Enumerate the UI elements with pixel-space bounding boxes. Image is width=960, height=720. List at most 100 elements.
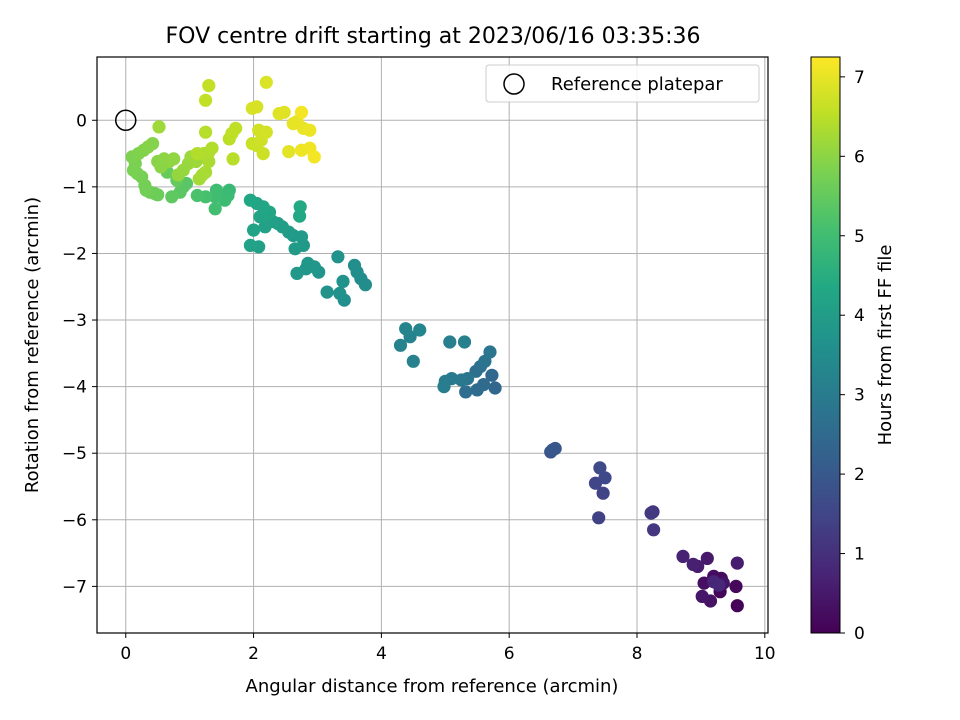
data-point xyxy=(190,147,204,161)
data-point xyxy=(347,258,362,272)
data-point xyxy=(277,105,291,119)
data-point xyxy=(730,599,744,613)
data-point xyxy=(336,274,350,288)
data-point xyxy=(256,147,270,161)
legend-entry-label: Reference platepar xyxy=(551,74,723,95)
data-point xyxy=(243,238,257,252)
data-point xyxy=(593,461,607,475)
colorbar-tick-label: 2 xyxy=(854,465,865,485)
data-point xyxy=(729,579,743,594)
y-axis: 0 −1 −2 −3 −4 −5 −6 −7 xyxy=(62,111,97,597)
data-point xyxy=(700,551,714,566)
data-point xyxy=(209,183,224,197)
x-axis: 0 2 4 6 8 10 xyxy=(120,633,776,664)
y-tick-label: −2 xyxy=(62,244,87,264)
x-axis-label: Angular distance from reference (arcmin) xyxy=(246,676,619,697)
y-tick-label: −7 xyxy=(62,577,87,597)
data-point xyxy=(152,120,166,134)
x-tick-label: 6 xyxy=(504,644,515,664)
colorbar-label: Hours from first FF file xyxy=(875,245,896,446)
data-point xyxy=(712,578,726,592)
data-point xyxy=(644,506,658,520)
y-tick-label: −6 xyxy=(62,511,87,531)
data-point xyxy=(459,385,473,399)
data-point xyxy=(259,125,273,139)
data-point xyxy=(457,335,472,349)
data-point xyxy=(293,200,307,214)
data-point xyxy=(307,150,321,164)
data-point xyxy=(596,486,610,500)
data-point xyxy=(592,511,606,525)
data-point xyxy=(229,121,243,135)
data-point xyxy=(199,125,213,139)
data-point xyxy=(443,335,457,349)
data-point xyxy=(202,79,216,93)
colorbar-tick-label: 4 xyxy=(854,306,865,326)
data-point xyxy=(258,220,272,234)
data-point xyxy=(199,165,213,179)
data-point xyxy=(199,93,213,107)
data-point xyxy=(333,286,347,300)
colorbar-tick-label: 0 xyxy=(854,624,865,644)
data-point xyxy=(303,123,317,137)
data-point xyxy=(730,556,744,570)
data-point xyxy=(190,188,204,203)
colorbar-tick-label: 1 xyxy=(854,545,865,565)
y-tick-label: −5 xyxy=(62,444,87,464)
chart-title: FOV centre drift starting at 2023/06/16 … xyxy=(166,24,701,49)
data-point xyxy=(282,145,296,159)
data-point xyxy=(167,152,181,166)
data-point xyxy=(290,266,304,280)
plot-frame xyxy=(96,56,769,634)
reference-marker-group xyxy=(115,109,137,132)
colorbar-tick-label: 3 xyxy=(854,386,865,406)
colorbar-gradient xyxy=(810,56,841,634)
data-point xyxy=(647,523,661,537)
colorbar-tick-label: 6 xyxy=(854,147,865,167)
data-point xyxy=(331,250,345,264)
x-tick-label: 10 xyxy=(754,644,776,664)
y-tick-label: 0 xyxy=(76,111,87,131)
data-point xyxy=(301,256,315,270)
data-point xyxy=(676,549,690,564)
data-point xyxy=(320,285,334,299)
y-tick-label: −1 xyxy=(62,178,87,198)
data-point xyxy=(165,190,179,204)
data-point xyxy=(294,105,309,119)
data-point xyxy=(288,242,302,256)
colorbar-tick-label: 7 xyxy=(854,68,865,88)
data-point xyxy=(259,75,273,89)
legend-box xyxy=(485,64,760,103)
data-point xyxy=(686,557,700,572)
data-point xyxy=(488,381,502,395)
data-point xyxy=(485,368,499,382)
data-point xyxy=(399,322,413,336)
data-point xyxy=(208,202,222,216)
legend-reference-marker-icon xyxy=(503,73,525,95)
colorbar: 0 1 2 3 4 5 6 7 xyxy=(810,56,865,644)
x-tick-label: 4 xyxy=(376,644,387,664)
data-point xyxy=(413,323,427,337)
data-point xyxy=(146,137,160,151)
data-point xyxy=(695,589,709,604)
data-point xyxy=(250,100,264,114)
data-point xyxy=(205,141,219,155)
data-point xyxy=(393,338,408,352)
data-point xyxy=(546,443,560,457)
data-point xyxy=(437,380,451,394)
data-point xyxy=(483,345,497,359)
y-axis-label: Rotation from reference (arcmin) xyxy=(22,197,43,493)
reference-platepar-marker xyxy=(115,109,137,132)
x-tick-label: 8 xyxy=(632,644,643,664)
data-point xyxy=(470,383,484,397)
data-point xyxy=(243,193,257,207)
grid xyxy=(97,57,768,633)
data-point xyxy=(598,471,612,485)
data-point xyxy=(226,152,240,166)
colorbar-ticks: 0 1 2 3 4 5 6 7 xyxy=(840,68,865,644)
y-tick-label: −4 xyxy=(62,378,87,398)
x-tick-label: 0 xyxy=(120,644,131,664)
data-point xyxy=(406,354,420,368)
data-points xyxy=(125,75,744,613)
